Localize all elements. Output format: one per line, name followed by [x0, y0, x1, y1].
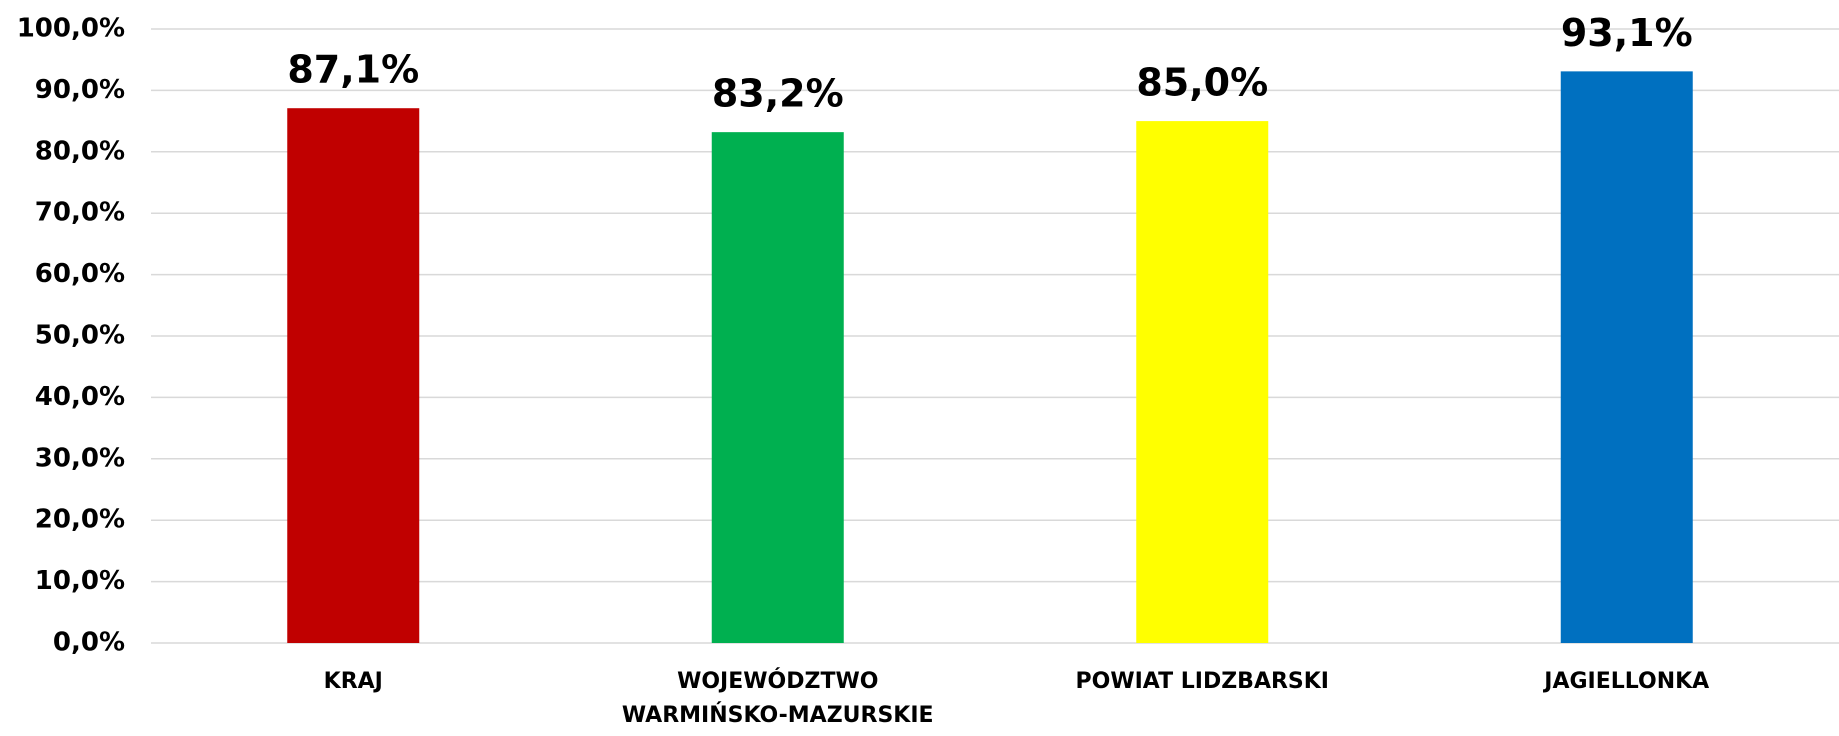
bar — [1136, 121, 1269, 644]
bar — [287, 108, 420, 644]
y-tick-label: 70,0% — [35, 198, 125, 228]
bar — [1560, 71, 1693, 644]
y-tick-label: 10,0% — [35, 566, 125, 596]
y-tick-label: 90,0% — [35, 75, 125, 105]
value-label: 83,2% — [712, 72, 844, 116]
y-tick-label: 60,0% — [35, 259, 125, 289]
y-tick-label: 50,0% — [35, 321, 125, 351]
bar — [711, 132, 844, 644]
y-tick-label: 30,0% — [35, 443, 125, 473]
y-tick-label: 40,0% — [35, 382, 125, 412]
y-tick-label: 80,0% — [35, 136, 125, 166]
x-tick-label: POWIAT LIDZBARSKI — [1075, 669, 1330, 694]
value-label: 85,0% — [1136, 61, 1268, 105]
y-tick-label: 0,0% — [53, 628, 125, 658]
y-tick-label: 100,0% — [17, 14, 125, 44]
value-label: 87,1% — [287, 48, 419, 92]
x-tick-label: JAGIELLONKA — [1544, 669, 1710, 694]
value-label: 93,1% — [1561, 11, 1693, 55]
x-tick-label: KRAJ — [323, 669, 383, 694]
x-tick-label: WOJEWÓDZTWO WARMIŃSKO-MAZURSKIE — [621, 669, 934, 728]
y-tick-label: 20,0% — [35, 505, 125, 535]
